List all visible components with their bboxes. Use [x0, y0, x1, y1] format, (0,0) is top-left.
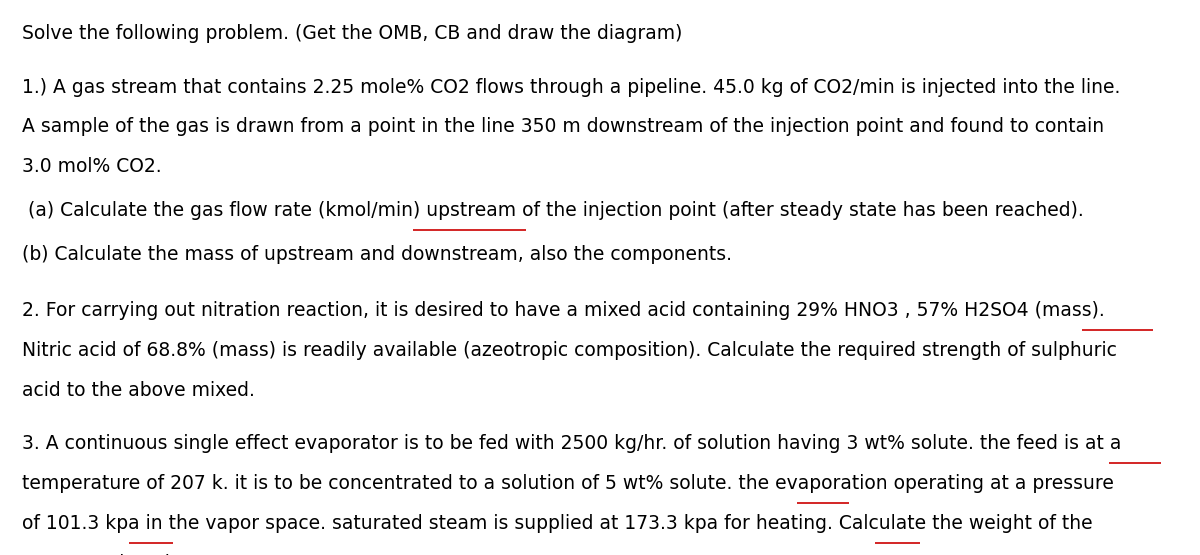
Text: (a) Calculate the gas flow rate (kmol/min) upstream of the injection point (afte: (a) Calculate the gas flow rate (kmol/mi… — [22, 201, 1084, 220]
Text: 2. For carrying out nitration reaction, it is desired to have a mixed acid conta: 2. For carrying out nitration reaction, … — [22, 301, 1104, 320]
Text: 3.0 mol% CO2.: 3.0 mol% CO2. — [22, 157, 161, 175]
Text: acid to the above mixed.: acid to the above mixed. — [22, 381, 254, 400]
Text: temperature of 207 k. it is to be concentrated to a solution of 5 wt% solute. th: temperature of 207 k. it is to be concen… — [22, 474, 1114, 493]
Text: Solve the following problem. (Get the OMB, CB and draw the diagram): Solve the following problem. (Get the OM… — [22, 24, 682, 43]
Text: 1.) A gas stream that contains 2.25 mole% CO2 flows through a pipeline. 45.0 kg : 1.) A gas stream that contains 2.25 mole… — [22, 78, 1120, 97]
Text: A sample of the gas is drawn from a point in the line 350 m downstream of the in: A sample of the gas is drawn from a poin… — [22, 117, 1104, 135]
Text: vapor produced: vapor produced — [22, 554, 169, 555]
Text: 3. A continuous single effect evaporator is to be fed with 2500 kg/hr. of soluti: 3. A continuous single effect evaporator… — [22, 434, 1121, 453]
Text: Nitric acid of 68.8% (mass) is readily available (azeotropic composition). Calcu: Nitric acid of 68.8% (mass) is readily a… — [22, 341, 1116, 360]
Text: (b) Calculate the mass of upstream and downstream, also the components.: (b) Calculate the mass of upstream and d… — [22, 245, 732, 264]
Text: of 101.3 kpa in the vapor space. saturated steam is supplied at 173.3 kpa for he: of 101.3 kpa in the vapor space. saturat… — [22, 514, 1092, 533]
